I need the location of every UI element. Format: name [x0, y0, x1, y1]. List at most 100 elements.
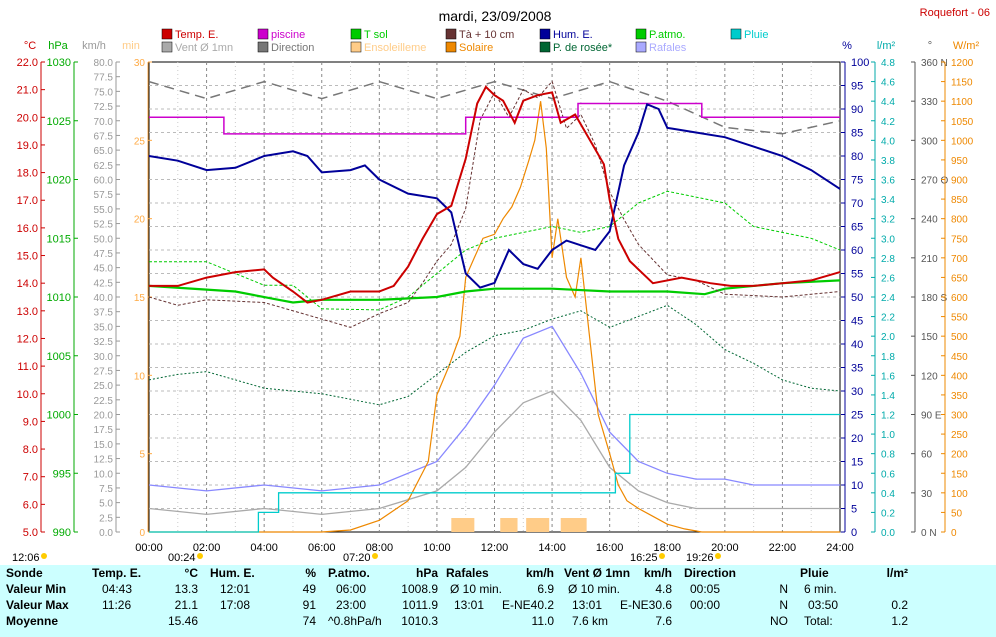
series-group — [148, 80, 841, 533]
tick-label: 700 — [951, 254, 968, 265]
tick-label: 0 — [851, 527, 857, 539]
stats-rafales-header: Rafales — [446, 566, 489, 580]
legend-swatch — [257, 41, 269, 53]
tick-label: 330 — [921, 97, 938, 108]
tick-label: 45 — [851, 316, 863, 328]
marker-label: 19:26 — [686, 552, 714, 564]
stats-col-pressure: P.atmo. hPa 06:00 1008.9 23:00 1011.9 ^0.8h… — [328, 565, 438, 637]
stats-hum-max-time: 17:08 — [220, 598, 251, 612]
tick-label: 60 — [851, 245, 863, 257]
stats-col-temp: Temp. E. °C 04:43 13.3 11:26 21.1 15.46 — [92, 565, 202, 637]
stats-patmo-header: P.atmo. — [328, 566, 370, 580]
sunshine-unit-label: min — [122, 40, 140, 52]
stats-pluie-unit: l/m² — [886, 566, 908, 580]
legend-label: Ensoleilleme — [364, 42, 426, 54]
tick-label: 1.8 — [881, 352, 895, 363]
tick-label: 1050 — [951, 117, 974, 128]
tick-label: 950 — [951, 156, 968, 167]
x-tick-label: 14:00 — [538, 542, 566, 554]
tick-label: 1020 — [47, 175, 71, 187]
tick-label: 995 — [53, 468, 71, 480]
tick-label: 240 — [921, 215, 938, 226]
tick-label: 1.6 — [881, 371, 895, 382]
legend-item-ta-10-cm: Tà + 10 cm — [445, 28, 514, 41]
tick-label: 120 — [921, 371, 938, 382]
legend-item-pluie: Pluie — [730, 28, 768, 41]
tick-label: 90 E — [921, 411, 942, 422]
tick-label: 65.0 — [94, 146, 114, 157]
pressure-unit-label: hPa — [48, 40, 68, 52]
stats-patmo-unit: hPa — [415, 566, 438, 580]
tick-label: 15.0 — [94, 440, 114, 451]
stats-direction-value2: N — [779, 598, 788, 612]
stats-direction-time1: 00:05 — [690, 582, 721, 596]
series-rafales — [148, 325, 840, 492]
tick-label: 2.5 — [99, 513, 113, 524]
tick-label: 47.5 — [94, 249, 114, 260]
tick-label: 150 — [921, 332, 938, 343]
legend-item-piscine: piscine — [257, 28, 305, 41]
tick-label: 65 — [851, 222, 863, 234]
tick-label: 300 — [921, 136, 938, 147]
tick-label: 37.5 — [94, 308, 114, 319]
stats-rafales-label1: Ø 10 min. — [450, 582, 503, 596]
time-marker: 19:26 — [686, 552, 721, 564]
tick-label: 1005 — [47, 351, 71, 363]
stats-vent-max-dir: E-NE — [620, 598, 649, 612]
stats-col-humidity: Hum. E.% 12:01 49 17:08 91 74 — [210, 565, 320, 637]
tick-label: 1.4 — [881, 391, 895, 402]
tick-label: 10.0 — [17, 389, 38, 401]
tick-label: 30 — [851, 386, 863, 398]
x-tick-label: 08:00 — [366, 542, 394, 554]
stats-row-avg-label: Moyenne — [6, 614, 59, 628]
legend-swatch — [445, 41, 457, 53]
tick-label: 21.0 — [17, 85, 38, 97]
stats-pluie-time2: 03:50 — [808, 598, 839, 612]
tick-label: 60.0 — [94, 176, 114, 187]
station-name: Roquefort - 06 — [920, 7, 990, 19]
tick-label: 1.2 — [881, 411, 895, 422]
tick-label: 3.2 — [881, 215, 895, 226]
tick-label: 3.8 — [881, 156, 895, 167]
legend-swatch — [539, 28, 551, 40]
chart-title: mardi, 23/09/2008 — [439, 8, 552, 24]
tick-label: 400 — [951, 371, 968, 382]
tick-label: 1025 — [47, 116, 71, 128]
axis-sunshine-min: 30 25 20 15 10 5 0 — [134, 58, 152, 539]
tick-label: 900 — [951, 176, 968, 187]
tick-label: 18.0 — [17, 168, 38, 180]
marker-dot — [659, 553, 665, 559]
tick-label: 180 S — [921, 293, 947, 304]
tick-label: 67.5 — [94, 131, 114, 142]
x-tick-label: 10:00 — [423, 542, 451, 554]
tick-label: 1030 — [47, 57, 71, 69]
tick-label: 650 — [951, 273, 968, 284]
wind-unit-label: km/h — [82, 40, 106, 52]
tick-label: 40.0 — [94, 293, 114, 304]
tick-label: 80.0 — [94, 58, 114, 69]
stats-patmo-max-value: 1011.9 — [402, 598, 438, 612]
temp-unit-label: °C — [24, 40, 36, 52]
tick-label: 20.0 — [94, 411, 114, 422]
tick-label: 600 — [951, 293, 968, 304]
axis-rain-lm2: 4.8 4.6 4.4 4.2 4.0 3.8 3.6 3.4 3.2 3.0 2.8 2.6 2.4 2… — [871, 58, 895, 539]
tick-label: 60 — [921, 450, 933, 461]
x-tick-label: 02:00 — [193, 542, 221, 554]
stats-direction-value3: NO — [770, 614, 788, 628]
stats-temp-min-value: 13.3 — [174, 582, 198, 596]
stats-hum-max-value: 91 — [302, 598, 316, 612]
tick-label: 100 — [951, 489, 968, 500]
series-vent-1mn — [148, 390, 840, 516]
legend-item-ensoleilleme: Ensoleilleme — [350, 41, 426, 54]
legend-label: P. de rosée* — [553, 42, 613, 54]
series-solaire — [149, 101, 840, 533]
direction-unit-label: ° — [928, 40, 932, 52]
x-tick-label: 04:00 — [250, 542, 278, 554]
legend-label: Hum. E. — [553, 29, 593, 41]
tick-label: 100 — [851, 57, 869, 69]
stats-pluie-value2: 0.2 — [891, 598, 908, 612]
stats-rafales-avg: 11.0 — [531, 614, 554, 628]
stats-patmo-max-time: 23:00 — [336, 598, 367, 612]
axis-unit-labels: °C hPa km/h min % l/m² ° W/m² — [24, 40, 980, 52]
tick-label: 13.0 — [17, 306, 38, 318]
